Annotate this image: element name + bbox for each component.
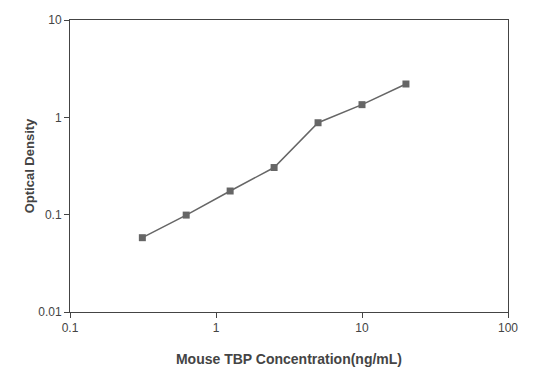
svg-text:Mouse TBP Concentration(ng/mL): Mouse TBP Concentration(ng/mL) [176,351,402,367]
svg-text:0.1: 0.1 [45,208,62,222]
svg-text:1: 1 [213,321,220,335]
svg-text:0.1: 0.1 [62,321,79,335]
svg-text:10: 10 [355,321,369,335]
svg-text:10: 10 [48,13,62,27]
svg-text:Optical Density: Optical Density [22,118,37,213]
svg-text:100: 100 [498,321,518,335]
svg-text:0.01: 0.01 [38,305,62,319]
svg-text:1: 1 [55,111,62,125]
